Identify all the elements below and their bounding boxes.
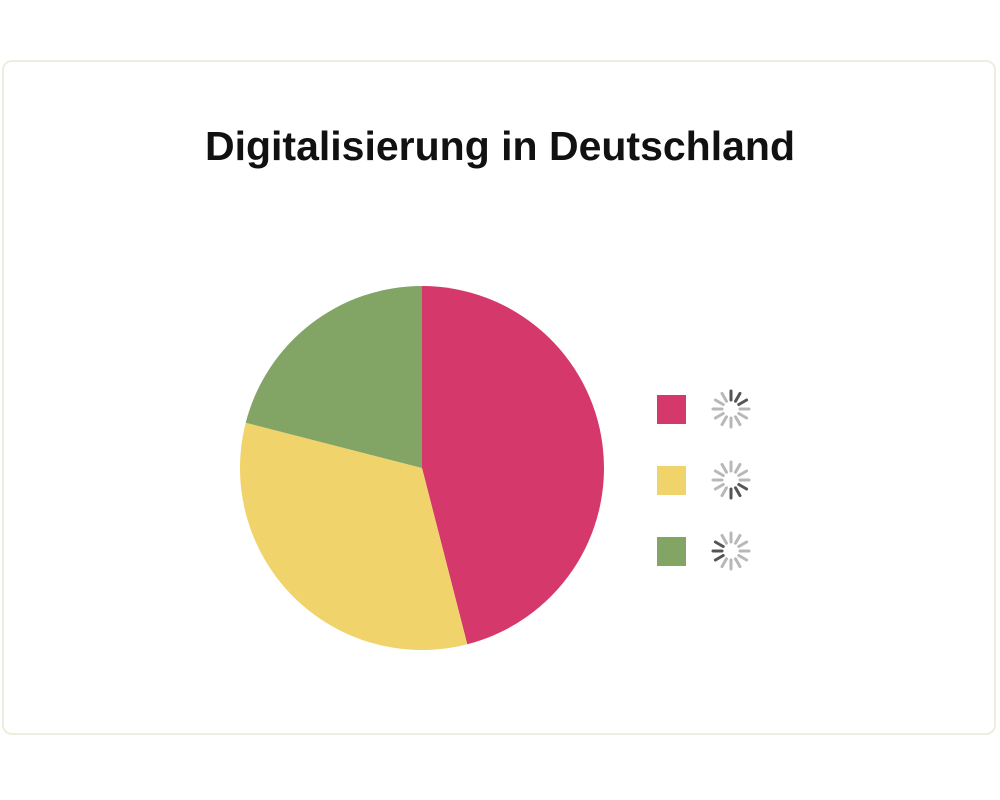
spinner-tick bbox=[720, 486, 728, 498]
spinner-tick bbox=[720, 462, 728, 474]
spinner-tick bbox=[737, 540, 749, 548]
spinner-tick bbox=[737, 554, 749, 562]
spinner-tick bbox=[737, 412, 749, 420]
spinner-tick bbox=[720, 533, 728, 545]
spinner-tick bbox=[713, 554, 725, 562]
pie-slice bbox=[422, 286, 605, 645]
spinner-tick bbox=[734, 462, 742, 474]
legend-swatch bbox=[657, 395, 686, 424]
spinner-tick bbox=[737, 398, 749, 406]
legend-swatch bbox=[657, 466, 686, 495]
spinner-tick bbox=[734, 533, 742, 545]
chart-title: Digitalisierung in Deutschland bbox=[205, 123, 795, 169]
spinner-tick bbox=[713, 540, 725, 548]
pie-slice bbox=[239, 422, 468, 651]
spinner-tick bbox=[720, 415, 728, 427]
spinner-tick bbox=[734, 415, 742, 427]
pie-slice bbox=[245, 286, 422, 468]
spinner-tick bbox=[737, 483, 749, 491]
spinner-tick bbox=[713, 483, 725, 491]
spinner-tick bbox=[713, 469, 725, 477]
spinner-tick bbox=[720, 391, 728, 403]
spinner-tick bbox=[734, 391, 742, 403]
spinner-tick bbox=[720, 557, 728, 569]
legend-swatch bbox=[657, 537, 686, 566]
spinner-tick bbox=[713, 398, 725, 406]
spinner-tick bbox=[734, 486, 742, 498]
spinner-tick bbox=[734, 557, 742, 569]
spinner-tick bbox=[737, 469, 749, 477]
spinner-tick bbox=[713, 412, 725, 420]
